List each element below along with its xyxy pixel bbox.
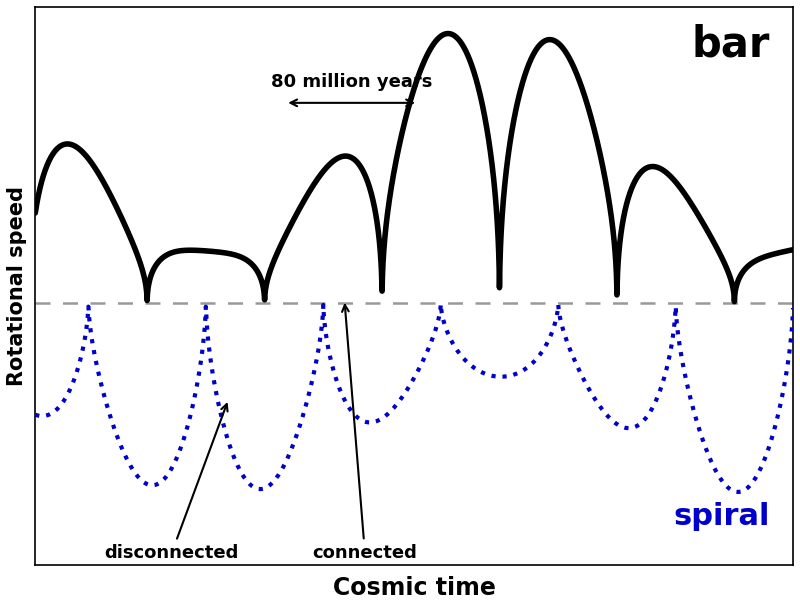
Text: connected: connected [313,305,418,562]
Text: 80 million years: 80 million years [271,73,432,90]
Text: bar: bar [692,24,770,66]
Text: spiral: spiral [674,503,770,532]
Y-axis label: Rotational speed: Rotational speed [7,186,27,386]
X-axis label: Cosmic time: Cosmic time [333,576,496,600]
Text: disconnected: disconnected [105,404,239,562]
